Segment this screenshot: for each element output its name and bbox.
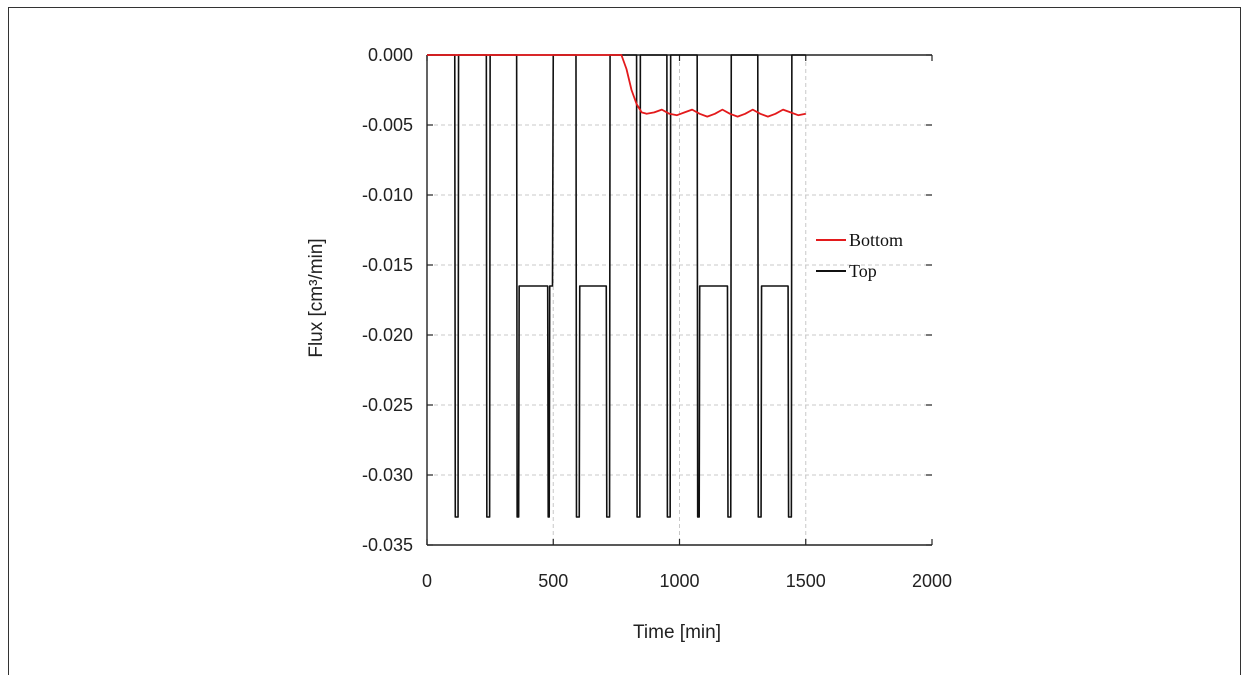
y-tick-label: -0.030: [362, 465, 413, 485]
x-tick-label: 1000: [659, 571, 699, 591]
y-tick-label: -0.015: [362, 255, 413, 275]
figure-frame: [8, 7, 1241, 675]
series-line-top: [427, 54, 806, 518]
y-tick-label: -0.005: [362, 115, 413, 135]
x-tick-label: 0: [422, 571, 432, 591]
legend-label-top: Top: [849, 261, 877, 281]
y-tick-label: -0.020: [362, 325, 413, 345]
legend: Bottom Top: [816, 230, 903, 281]
y-tick-label: -0.025: [362, 395, 413, 415]
y-axis-label: Flux [cm³/min]: [306, 238, 327, 357]
grid: [427, 55, 932, 545]
tick-labels: 0.000 -0.005 -0.010 -0.015 -0.020 -0.025 -0.03…: [362, 45, 952, 591]
x-tick-label: 1500: [786, 571, 826, 591]
legend-label-bottom: Bottom: [849, 230, 903, 250]
y-tick-label: -0.035: [362, 535, 413, 555]
y-tick-label: 0.000: [368, 45, 413, 65]
series-line-bottom: [427, 54, 806, 118]
y-tick-label: -0.010: [362, 185, 413, 205]
series-lines: [427, 54, 806, 518]
x-axis-label: Time [min]: [633, 622, 721, 643]
x-tick-label: 2000: [912, 571, 952, 591]
x-tick-label: 500: [538, 571, 568, 591]
